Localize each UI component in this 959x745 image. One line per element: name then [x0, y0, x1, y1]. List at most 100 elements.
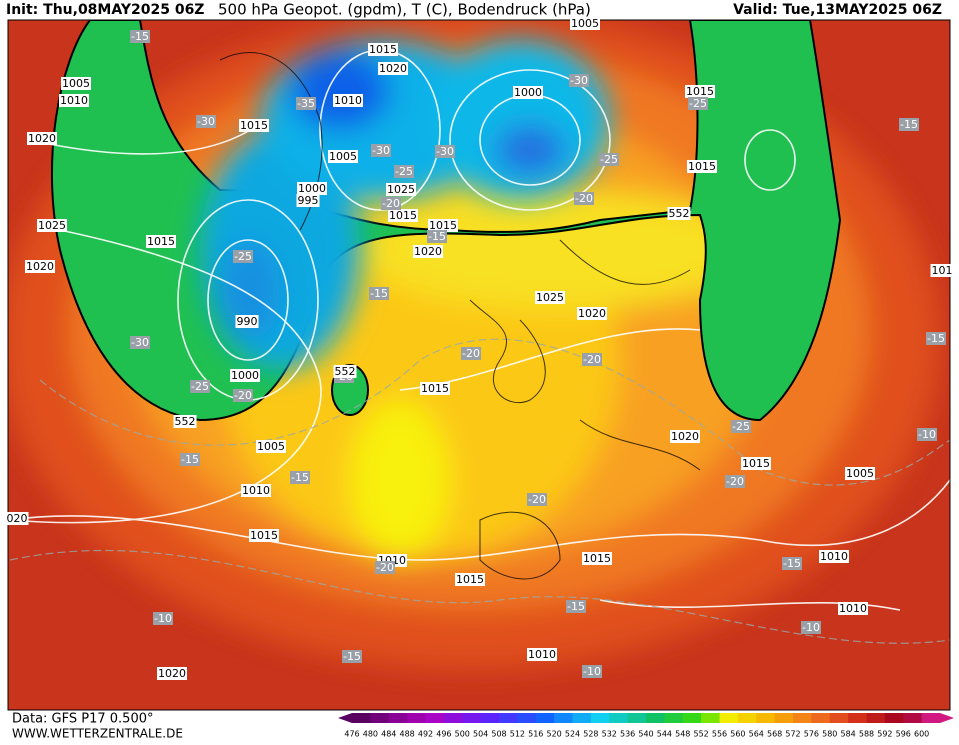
temperature-label-box [461, 347, 481, 360]
colorbar-swatch [737, 713, 757, 723]
temperature-label-box [899, 118, 919, 131]
temperature-label: -10 [802, 621, 820, 634]
colorbar-label: 492 [418, 730, 433, 739]
colorbar-label: 600 [914, 730, 929, 739]
pressure-label: 1020 [578, 307, 606, 320]
temperature-label-box [427, 230, 447, 243]
colorbar-label: 488 [399, 730, 414, 739]
temperature-label: -15 [131, 30, 149, 43]
temperature-label-box [566, 600, 586, 613]
pressure-label: 1025 [38, 219, 66, 232]
colorbar-label: 528 [583, 730, 598, 739]
pressure-label-box [297, 182, 327, 195]
geopotential-label: 552 [335, 365, 356, 378]
colorbar-label: 588 [859, 730, 874, 739]
temperature-label: -25 [395, 165, 413, 178]
pressure-label-box [378, 62, 408, 75]
temperature-label-box [342, 650, 362, 663]
geopotential-label: 552 [669, 207, 690, 220]
temperature-label-box [569, 74, 589, 87]
colorbar-swatch [572, 713, 592, 723]
colorbar-swatch [903, 713, 923, 723]
colorbar: 476 480 484 488 492 496 500 504 508 512 516 520 524 5… [338, 713, 954, 739]
pressure-label-box [428, 219, 458, 232]
init-time: Init: Thu,08MAY2025 06Z [6, 2, 204, 18]
geopotential-label: 552 [175, 415, 196, 428]
temperature-label-box [369, 287, 389, 300]
geopotential-label-box [173, 415, 197, 428]
pressure-label: 1015 [429, 219, 457, 232]
colorbar-swatch [590, 713, 610, 723]
pressure-label-box [61, 77, 91, 90]
temperature-label-box [180, 453, 200, 466]
pressure-label-box [455, 573, 485, 586]
pressure-label-box [388, 209, 418, 222]
pressure-label: 1015 [369, 43, 397, 56]
colorbar-label: 480 [363, 730, 378, 739]
isobars [9, 49, 950, 611]
temperature-label: -15 [927, 332, 945, 345]
pressure-label: 1010 [820, 550, 848, 563]
pressure-label-box [146, 235, 176, 248]
pressure-label-box [741, 457, 771, 470]
pressure-label-box [230, 369, 260, 382]
colorbar-swatch [829, 713, 849, 723]
colorbar-swatch [884, 713, 904, 723]
pressure-label: 1015 [742, 457, 770, 470]
colorbar-label: 560 [730, 730, 745, 739]
colorbar-swatch [388, 713, 408, 723]
map-title: 500 hPa Geopot. (gpdm), T (C), Bodendruc… [218, 1, 591, 19]
temperature-label-box [574, 192, 594, 205]
pressure-label: 1020 [28, 132, 56, 145]
temperature-label-box [296, 97, 316, 110]
colorbar-label: 532 [602, 730, 617, 739]
temperature-label-box [290, 471, 310, 484]
temperature-label: -15 [900, 118, 918, 131]
colorbar-swatch [921, 713, 941, 723]
temperature-label: -30 [131, 336, 149, 349]
colorbar-swatch [756, 713, 776, 723]
colorbar-swatch [517, 713, 537, 723]
temperature-label: -10 [918, 428, 936, 441]
pressure-label: 1005 [846, 467, 874, 480]
colorbar-swatch [848, 713, 867, 723]
temperature-label-box [435, 145, 455, 158]
pressure-label-box [819, 550, 849, 563]
colorbar-label: 484 [381, 730, 396, 739]
colorbar-label: 548 [675, 730, 690, 739]
geopotential-label-box [667, 207, 691, 220]
colorbar-swatch [866, 713, 886, 723]
colorbar-label: 580 [822, 730, 837, 739]
temperature-label: -20 [528, 493, 546, 506]
colorbar-label: 576 [804, 730, 819, 739]
pressure-label: 1015 [688, 160, 716, 173]
temperature-label-box [394, 165, 414, 178]
pressure-label: 1025 [387, 183, 415, 196]
colorbar-swatch [352, 713, 371, 723]
pressure-label-box [296, 194, 320, 207]
colorbar-swatch [462, 713, 482, 723]
temperature-label-box [582, 353, 602, 366]
temperature-label: -15 [783, 557, 801, 570]
temperature-label-box [801, 621, 821, 634]
temperature-label-box [130, 30, 150, 43]
map-frame [7, 19, 951, 711]
colorbar-label: 544 [657, 730, 672, 739]
colorbar-swatch [701, 713, 720, 723]
temperature-label-box [190, 380, 210, 393]
pressure-label-box [157, 667, 187, 680]
pressure-label-box [59, 94, 89, 107]
pressure-label-box [27, 132, 57, 145]
colorbar-label: 520 [546, 730, 561, 739]
pressure-label: 1015 [583, 552, 611, 565]
temperature-label: -15 [370, 287, 388, 300]
isotherms [9, 338, 950, 644]
data-source: Data: GFS P17 0.500° [12, 712, 154, 727]
temperature-label: -20 [726, 475, 744, 488]
pressure-label: 101 [932, 264, 953, 277]
pressure-label: 1015 [250, 529, 278, 542]
pressure-label: 1025 [536, 291, 564, 304]
pressure-label-box [513, 86, 543, 99]
pressure-label: 1000 [298, 182, 326, 195]
